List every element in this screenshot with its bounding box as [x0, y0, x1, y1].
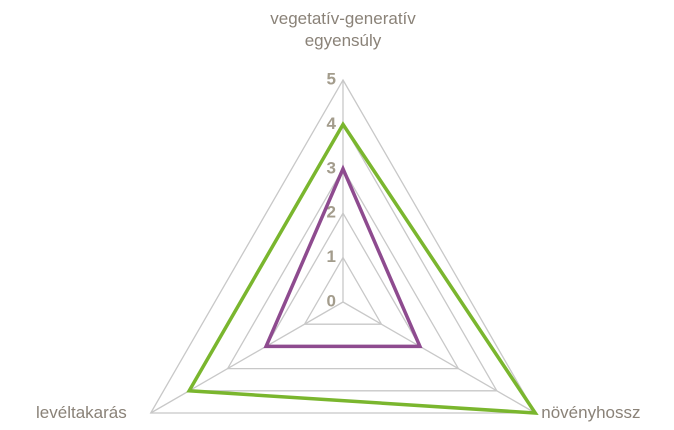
axis-spoke — [342, 301, 536, 414]
tick-label: 4 — [327, 114, 337, 133]
category-label: vegetatív-generatív egyensúly — [270, 9, 416, 50]
grid-ring — [226, 167, 460, 370]
grid-ring — [303, 256, 383, 325]
category-label: növényhossz — [541, 403, 641, 422]
axis-spoke — [150, 301, 344, 414]
series-line — [186, 121, 539, 415]
tick-label: 0 — [327, 291, 336, 310]
tick-label: 1 — [327, 247, 336, 266]
series-line — [263, 164, 423, 349]
tick-label: 2 — [327, 203, 336, 222]
grid-ring — [149, 78, 537, 414]
tick-label: 3 — [327, 158, 336, 177]
tick-label: 5 — [327, 69, 336, 88]
category-label: levéltakarás — [36, 403, 127, 422]
